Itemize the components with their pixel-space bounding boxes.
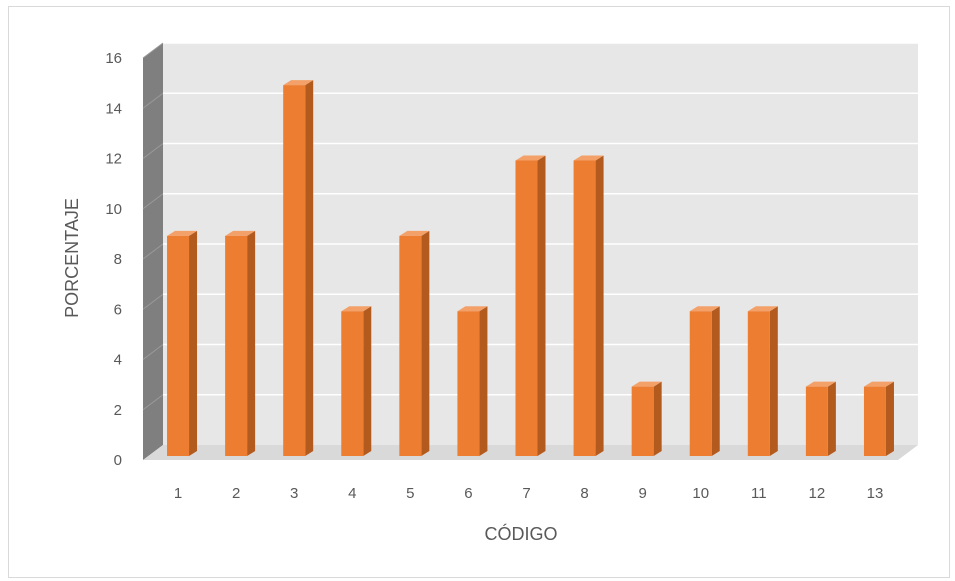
x-axis-title: CÓDIGO bbox=[484, 523, 557, 544]
bar-front bbox=[863, 386, 886, 456]
bar-side bbox=[595, 155, 604, 456]
side-gridline bbox=[142, 143, 164, 159]
side-gridline bbox=[142, 344, 164, 360]
bar-front bbox=[283, 85, 306, 456]
bar-top bbox=[457, 306, 488, 312]
x-tick-label: 1 bbox=[174, 485, 182, 502]
bar-front bbox=[689, 311, 712, 456]
bar-side bbox=[363, 306, 372, 456]
bar bbox=[573, 155, 604, 456]
bar bbox=[863, 381, 894, 456]
x-tick-labels: 1 2 3 4 5 6 7 8 9 10 11 12 13 bbox=[174, 485, 883, 502]
bar-top bbox=[225, 230, 256, 236]
bar-side bbox=[537, 155, 546, 456]
bar bbox=[515, 155, 546, 456]
bar-top bbox=[167, 230, 198, 236]
bars bbox=[167, 80, 894, 456]
bar-top bbox=[631, 381, 662, 387]
side-gridline bbox=[142, 293, 164, 310]
bar-top bbox=[689, 306, 720, 312]
y-axis-title: PORCENTAJE bbox=[62, 198, 82, 318]
y-tick-label: 2 bbox=[114, 402, 122, 419]
bar-top bbox=[399, 230, 430, 236]
bar-top bbox=[283, 80, 314, 86]
side-gridline bbox=[142, 42, 164, 59]
bar-top bbox=[805, 381, 836, 387]
bar-front bbox=[805, 386, 828, 456]
bar-side bbox=[885, 381, 894, 456]
y-tick-label: 14 bbox=[105, 100, 122, 117]
x-tick-label: 10 bbox=[692, 485, 709, 502]
bar bbox=[167, 230, 198, 456]
bar-side bbox=[711, 306, 720, 456]
bar bbox=[341, 306, 372, 456]
x-tick-label: 6 bbox=[464, 485, 472, 502]
side-gridline bbox=[142, 394, 164, 411]
bar-top bbox=[341, 306, 372, 312]
x-tick-label: 7 bbox=[522, 485, 530, 502]
y-tick-label: 0 bbox=[114, 452, 122, 469]
side-gridline bbox=[142, 243, 164, 260]
x-tick-label: 8 bbox=[580, 485, 588, 502]
x-tick-label: 13 bbox=[867, 485, 884, 502]
bar bbox=[283, 80, 314, 456]
bar bbox=[225, 230, 256, 456]
bar bbox=[689, 306, 720, 456]
bar-front bbox=[573, 160, 596, 456]
bar-side bbox=[247, 230, 256, 456]
bar-front bbox=[747, 311, 770, 456]
bar-front bbox=[515, 160, 538, 456]
bar bbox=[747, 306, 778, 456]
y-tick-label: 16 bbox=[105, 50, 122, 67]
bar-side bbox=[421, 230, 430, 456]
bar-front bbox=[399, 235, 422, 456]
bar-front bbox=[225, 235, 248, 456]
bar-side bbox=[653, 381, 662, 456]
bar bbox=[805, 381, 836, 456]
side-gridline bbox=[142, 92, 164, 109]
y-tick-label: 8 bbox=[114, 251, 122, 268]
bar-side bbox=[479, 306, 488, 456]
y-tick-label: 12 bbox=[105, 151, 122, 168]
bar-front bbox=[631, 386, 654, 456]
y-tick-label: 6 bbox=[114, 301, 122, 318]
bar-top bbox=[863, 381, 894, 387]
x-tick-label: 5 bbox=[406, 485, 414, 502]
x-tick-label: 12 bbox=[809, 485, 826, 502]
y-tick-label: 10 bbox=[105, 201, 122, 218]
bar-top bbox=[573, 155, 604, 161]
bar-top bbox=[747, 306, 778, 312]
x-tick-label: 2 bbox=[232, 485, 240, 502]
y-tick-label: 4 bbox=[114, 352, 122, 369]
x-tick-label: 4 bbox=[348, 485, 356, 502]
bar-top bbox=[515, 155, 546, 161]
side-gridline bbox=[142, 193, 164, 210]
x-tick-label: 11 bbox=[751, 485, 767, 502]
bar-side bbox=[189, 230, 198, 456]
bar bbox=[399, 230, 430, 456]
bar-front bbox=[341, 311, 364, 456]
x-tick-label: 9 bbox=[638, 485, 646, 502]
bar bbox=[631, 381, 662, 456]
bar bbox=[457, 306, 488, 456]
bar-side bbox=[827, 381, 836, 456]
bar-side bbox=[305, 80, 314, 456]
x-tick-label: 3 bbox=[290, 485, 298, 502]
bar-front bbox=[167, 235, 190, 456]
bar-side bbox=[769, 306, 778, 456]
y-tick-labels: 0 2 4 6 8 10 12 14 16 bbox=[105, 50, 122, 469]
bar-front bbox=[457, 311, 480, 456]
